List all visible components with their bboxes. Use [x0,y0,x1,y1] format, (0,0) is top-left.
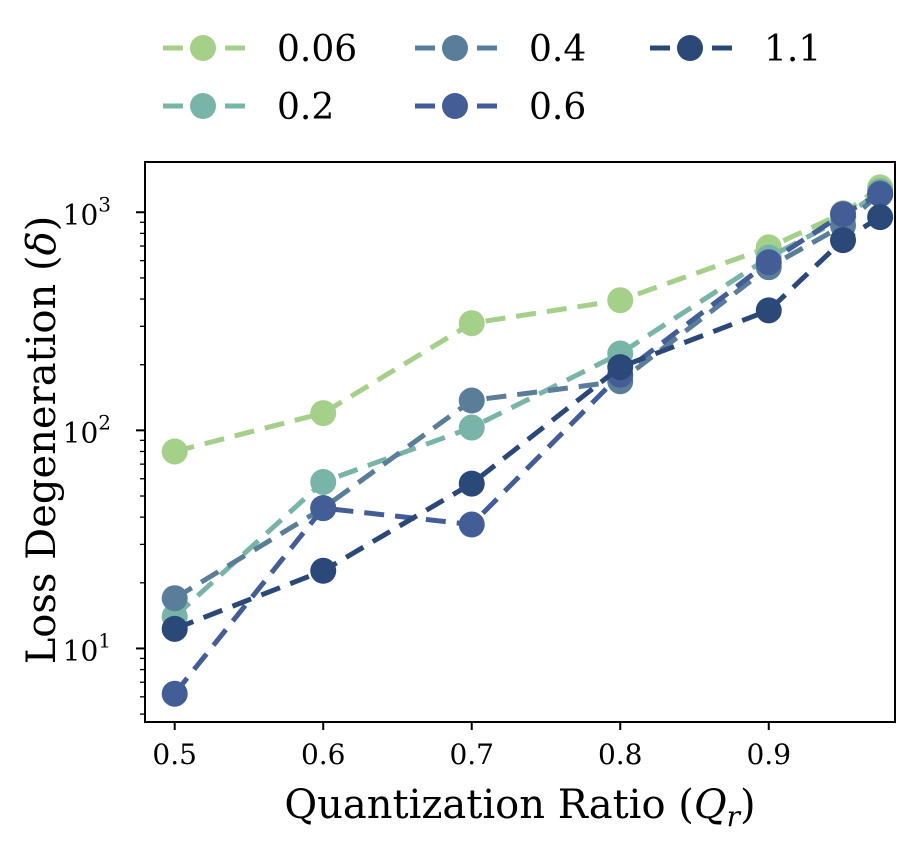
data-point [161,438,188,465]
data-point [867,181,894,208]
data-point [458,414,485,441]
series-0.06 [161,174,894,465]
series-0.2 [161,178,894,630]
data-point [161,585,188,612]
legend-swatch-marker [442,93,468,119]
data-point [310,495,337,522]
data-point [755,249,782,276]
x-tick-label: 0.7 [449,738,494,771]
legend-item: 0.6 [415,87,586,128]
data-point [458,310,485,337]
data-point [607,287,634,314]
series-0.4 [161,180,894,612]
x-axis: 0.5 0.6 0.7 0.8 0.9 [152,722,791,771]
legend-swatch-marker [677,35,703,61]
legend-item: 1.1 [650,29,821,70]
data-point [310,468,337,495]
legend-item: 0.4 [415,29,586,70]
y-tick-exponent: 2 [98,410,111,434]
data-point [755,297,782,324]
legend-label: 1.1 [764,29,821,70]
legend-label: 0.2 [277,87,334,128]
x-tick-label: 0.5 [152,738,197,771]
legend-label: 0.06 [277,29,357,70]
y-tick-label: 101 [63,628,111,667]
y-tick-exponent: 1 [98,628,111,652]
data-point [607,354,634,381]
legend-item: 0.2 [163,87,334,128]
y-axis-label: Loss Degeneration (δ) [19,216,65,665]
data-point [458,511,485,538]
legend-swatch-marker [190,35,216,61]
series-1.1 [161,204,894,642]
data-point [161,680,188,707]
legend: 0.06 0.2 0.4 0.6 1.1 [163,29,821,128]
series-0.6 [161,181,894,707]
y-tick-label: 103 [63,192,111,231]
data-point [830,227,857,254]
data-point [458,387,485,414]
y-axis: 101 102 103 [63,192,145,667]
legend-swatch-marker [442,35,468,61]
series-layer [161,174,894,707]
data-point [310,400,337,427]
legend-label: 0.4 [529,29,586,70]
x-tick-label: 0.9 [746,738,791,771]
legend-item: 0.06 [163,29,357,70]
data-point [161,615,188,642]
legend-label: 0.6 [529,87,586,128]
legend-swatch-marker [190,93,216,119]
y-tick-label: 102 [63,410,111,449]
y-tick-exponent: 3 [98,192,111,216]
x-tick-label: 0.8 [598,738,643,771]
x-tick-label: 0.6 [301,738,346,771]
x-axis-label: Quantization Ratio (Qr) [284,782,755,833]
data-point [867,204,894,231]
data-point [458,470,485,497]
data-point [830,201,857,228]
plot-area-frame [144,161,896,723]
data-point [310,557,337,584]
